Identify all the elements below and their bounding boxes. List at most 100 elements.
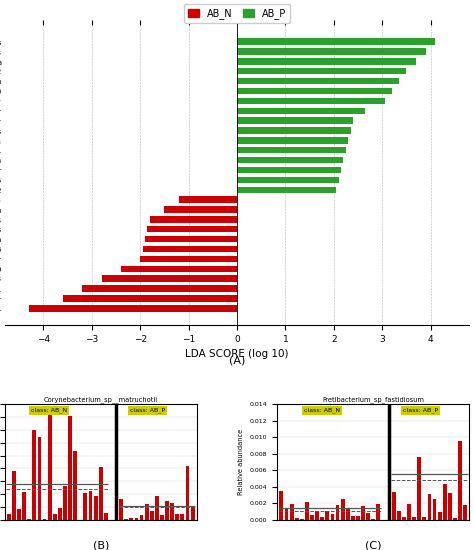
Bar xyxy=(397,511,401,520)
Bar xyxy=(237,68,406,74)
Bar xyxy=(160,515,164,520)
Bar xyxy=(392,492,396,520)
Bar xyxy=(310,515,314,520)
Bar xyxy=(94,496,98,520)
Legend: AB_N, AB_P: AB_N, AB_P xyxy=(184,4,290,23)
Bar xyxy=(290,504,293,520)
Bar xyxy=(237,39,436,45)
Y-axis label: Relative abundance: Relative abundance xyxy=(238,429,245,495)
Bar xyxy=(165,501,169,520)
Bar xyxy=(237,108,365,114)
Bar xyxy=(237,88,392,94)
Bar xyxy=(53,514,57,520)
Bar xyxy=(68,416,72,520)
Bar xyxy=(346,509,350,520)
Bar xyxy=(99,467,103,520)
Bar xyxy=(361,505,365,520)
Bar xyxy=(186,466,190,520)
Bar xyxy=(237,98,384,104)
Bar xyxy=(237,137,348,144)
Title: Corynebacterium_sp__matruchotii: Corynebacterium_sp__matruchotii xyxy=(44,397,158,403)
Bar xyxy=(320,516,324,520)
Bar xyxy=(140,514,144,520)
Bar xyxy=(295,518,299,520)
Bar xyxy=(237,167,341,173)
Bar xyxy=(376,504,380,520)
Bar xyxy=(448,493,452,520)
Bar xyxy=(129,518,133,520)
Bar xyxy=(145,504,148,520)
Bar xyxy=(280,491,283,520)
Bar xyxy=(237,117,353,124)
Bar xyxy=(417,456,421,520)
Bar xyxy=(402,518,406,520)
Bar xyxy=(300,519,304,520)
Text: class: AB_P: class: AB_P xyxy=(403,408,438,414)
Bar xyxy=(237,48,426,54)
Text: (B): (B) xyxy=(92,541,109,550)
Bar xyxy=(237,58,416,64)
Bar xyxy=(237,186,336,193)
Bar xyxy=(181,514,184,520)
Bar xyxy=(121,266,237,272)
Bar xyxy=(453,518,457,520)
Bar xyxy=(135,518,138,520)
Bar xyxy=(7,514,11,520)
Bar xyxy=(89,491,92,520)
Bar xyxy=(143,246,237,252)
Bar xyxy=(422,517,426,520)
Bar xyxy=(37,437,41,520)
Bar xyxy=(284,508,288,520)
Bar xyxy=(82,285,237,292)
Bar xyxy=(351,516,355,520)
Bar xyxy=(191,506,194,520)
Bar xyxy=(48,406,52,520)
Bar xyxy=(366,513,370,520)
Bar xyxy=(371,519,375,520)
Text: (C): (C) xyxy=(365,541,382,550)
Bar xyxy=(458,441,462,520)
Bar xyxy=(330,514,334,520)
Bar xyxy=(237,157,344,163)
Bar xyxy=(428,494,431,520)
Bar xyxy=(305,502,309,520)
Bar xyxy=(32,430,36,520)
Bar xyxy=(336,505,339,520)
Bar xyxy=(63,486,67,520)
Bar xyxy=(237,127,351,134)
Bar xyxy=(326,510,329,520)
Bar xyxy=(443,484,447,520)
Bar xyxy=(341,499,345,520)
Bar xyxy=(150,511,154,520)
Bar xyxy=(43,519,46,520)
Bar xyxy=(170,503,174,520)
Text: class: AB_N: class: AB_N xyxy=(304,408,340,414)
Bar xyxy=(356,516,360,520)
Bar xyxy=(237,78,399,84)
Bar xyxy=(101,276,237,282)
Bar xyxy=(104,514,108,520)
Text: (A): (A) xyxy=(229,355,245,365)
Bar xyxy=(29,305,237,311)
Bar xyxy=(22,492,26,520)
Bar xyxy=(155,496,159,520)
Bar xyxy=(175,514,179,520)
Bar xyxy=(179,196,237,203)
Bar xyxy=(412,516,416,520)
Bar xyxy=(237,177,338,183)
Bar xyxy=(119,499,123,520)
Bar xyxy=(17,509,21,520)
Bar xyxy=(315,511,319,520)
Bar xyxy=(237,147,346,153)
Bar xyxy=(438,512,442,520)
Bar xyxy=(433,499,437,520)
Bar xyxy=(164,206,237,213)
Bar xyxy=(12,471,16,520)
X-axis label: LDA SCORE (log 10): LDA SCORE (log 10) xyxy=(185,349,289,360)
Text: class: AB_P: class: AB_P xyxy=(130,408,165,414)
Bar xyxy=(73,451,77,520)
Text: class: AB_N: class: AB_N xyxy=(31,408,67,414)
Bar xyxy=(407,504,411,520)
Bar xyxy=(63,295,237,301)
Bar xyxy=(150,216,237,223)
